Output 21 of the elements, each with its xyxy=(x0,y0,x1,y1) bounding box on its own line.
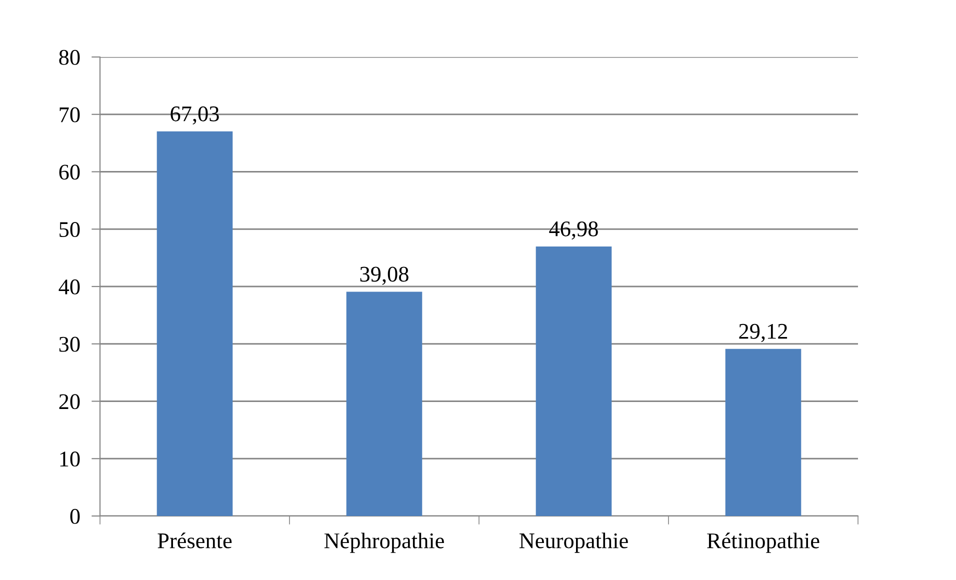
bar xyxy=(725,348,802,516)
bar xyxy=(156,131,233,516)
y-tick-label: 10 xyxy=(60,452,80,467)
data-label: 67,03 xyxy=(170,106,219,125)
y-tick-label: 80 xyxy=(59,50,80,65)
y-tick-label: 30 xyxy=(59,336,80,352)
x-tick-label: Neuropathie xyxy=(519,532,628,553)
x-tick-label: Néphropathie xyxy=(324,532,444,553)
bar xyxy=(346,292,422,516)
bar xyxy=(536,246,612,516)
data-label: 29,12 xyxy=(739,324,788,342)
y-tick-label: 50 xyxy=(60,222,80,238)
x-tick-label: Présente xyxy=(158,532,232,548)
y-tick-label: 40 xyxy=(58,279,80,294)
x-tick-label: Rétinopathie xyxy=(707,532,820,553)
y-tick-label: 0 xyxy=(70,508,80,524)
y-tick-label: 20 xyxy=(59,394,80,410)
data-label: 46,98 xyxy=(549,221,598,240)
y-tick-label: 70 xyxy=(60,107,80,122)
data-label: 39,08 xyxy=(360,266,408,285)
y-tick-label: 60 xyxy=(59,164,80,180)
